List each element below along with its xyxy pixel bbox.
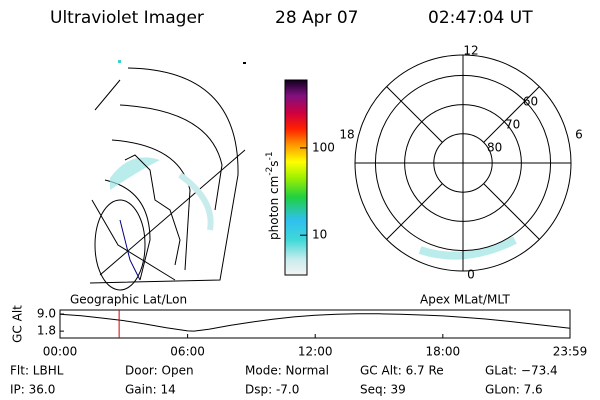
y-tick-label: 9.0 xyxy=(37,307,56,321)
polar-ring xyxy=(404,104,522,222)
polar-diag xyxy=(386,183,443,240)
mlt-label: 12 xyxy=(463,44,478,58)
polar-ring xyxy=(433,133,493,193)
x-tick-label: 00:00 xyxy=(43,345,78,359)
x-tick-label: 12:00 xyxy=(298,345,333,359)
info-field: Door: Open xyxy=(125,364,194,378)
title: Ultraviolet Imager xyxy=(50,8,204,28)
label-part: -1 xyxy=(265,151,275,160)
colorbar-tick-label: 10 xyxy=(312,228,327,242)
x-tick-label: 23:59 xyxy=(553,345,588,359)
label-part: -2 xyxy=(265,167,275,176)
info-field: Gain: 14 xyxy=(125,383,176,397)
info-field: GLon: 7.6 xyxy=(485,383,543,397)
y-tick-label: 1.8 xyxy=(37,324,56,338)
polar-diag xyxy=(483,86,540,143)
polar-diag xyxy=(483,183,540,240)
label-part: s xyxy=(267,160,281,166)
mlt-label: 0 xyxy=(467,268,475,282)
geo-map xyxy=(89,60,246,291)
info-field: Mode: Normal xyxy=(245,364,329,378)
ring-label: 80 xyxy=(487,140,502,154)
panel-label: Geographic Lat/Lon xyxy=(70,293,187,307)
x-tick-label: 06:00 xyxy=(170,345,205,359)
mlt-label: 18 xyxy=(339,128,354,142)
aurora xyxy=(418,236,517,260)
polar-ring xyxy=(374,74,552,252)
polar-diag xyxy=(386,86,443,143)
colorbar-label: photon cm-2s-1 xyxy=(265,151,281,240)
panel-label: Apex MLat/MLT xyxy=(420,293,510,307)
date: 28 Apr 07 xyxy=(275,8,358,28)
ring-label: 60 xyxy=(523,94,538,108)
info-field: IP: 36.0 xyxy=(10,383,55,397)
strip-frame xyxy=(59,309,571,339)
y-label: GC Alt xyxy=(11,305,25,343)
altitude-line xyxy=(59,313,571,332)
info-field: Seq: 39 xyxy=(360,383,406,397)
info-field: Flt: LBHL xyxy=(10,364,64,378)
ring-label: 70 xyxy=(505,117,520,131)
time: 02:47:04 UT xyxy=(428,8,533,28)
info-field: Dsp: -7.0 xyxy=(245,383,299,397)
info-field: GLat: −73.4 xyxy=(485,364,558,378)
colorbar-tick-label: 100 xyxy=(312,140,335,154)
x-tick-label: 18:00 xyxy=(426,345,461,359)
mlt-label: 6 xyxy=(575,128,583,142)
colorbar xyxy=(284,79,308,276)
info-field: GC Alt: 6.7 Re xyxy=(360,364,444,378)
label-part: photon cm xyxy=(267,176,281,240)
